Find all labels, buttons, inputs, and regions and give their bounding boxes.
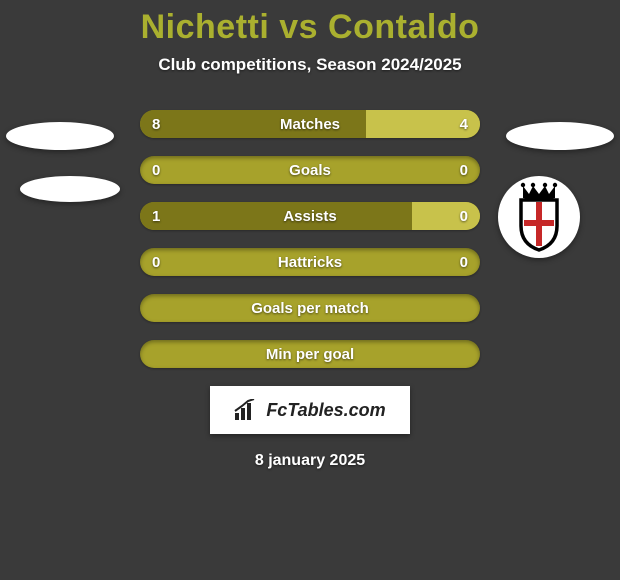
vs-label: vs <box>279 8 318 46</box>
player-right-name: Contaldo <box>328 8 479 46</box>
stat-label: Hattricks <box>140 248 480 276</box>
stat-row: 10Assists <box>140 202 480 230</box>
stat-row: 84Matches <box>140 110 480 138</box>
subtitle: Club competitions, Season 2024/2025 <box>0 55 620 75</box>
stat-row-full: Goals per match <box>140 294 480 322</box>
comparison-bars: 84Matches 00Goals 10Assists 00Hattricks Goal… <box>140 110 480 368</box>
source-placard: FcTables.com <box>210 386 410 434</box>
bars-icon <box>234 399 260 421</box>
snapshot-date: 8 january 2025 <box>0 452 620 470</box>
page-title: Nichetti vs Contaldo <box>0 0 620 47</box>
stat-row-full: Min per goal <box>140 340 480 368</box>
player-left-name: Nichetti <box>141 8 270 46</box>
comparison-card: Nichetti vs Contaldo Club competitions, … <box>0 0 620 580</box>
stats-section: 84Matches 00Goals 10Assists 00Hattricks Goal… <box>0 110 620 470</box>
stat-label: Matches <box>140 110 480 138</box>
stat-label: Goals <box>140 156 480 184</box>
source-brand: FcTables.com <box>266 400 385 421</box>
stat-row: 00Hattricks <box>140 248 480 276</box>
stat-row: 00Goals <box>140 156 480 184</box>
stat-label: Assists <box>140 202 480 230</box>
